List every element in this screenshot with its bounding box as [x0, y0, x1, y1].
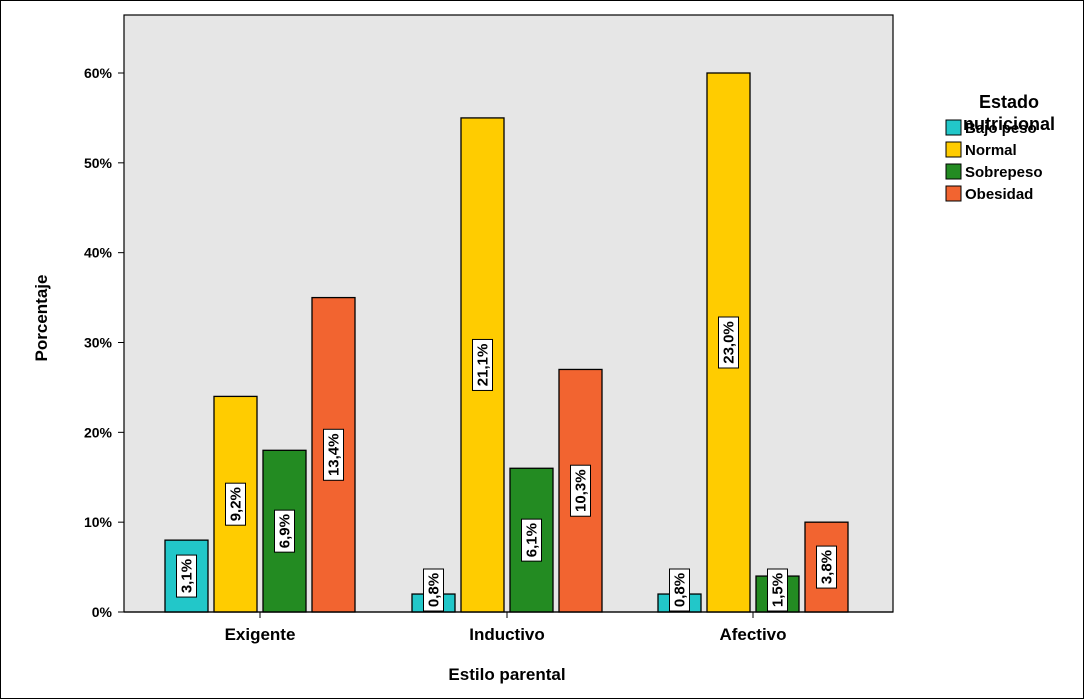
legend-item-label: Normal	[965, 142, 1017, 159]
y-axis-title: Porcentaje	[32, 275, 51, 362]
data-label: 3,8%	[816, 545, 837, 589]
x-tick-label: Exigente	[225, 625, 296, 644]
data-label: 10,3%	[570, 464, 591, 517]
data-label: 9,2%	[225, 482, 246, 526]
data-label-text: 9,2%	[228, 487, 245, 521]
data-label-box	[225, 482, 246, 526]
data-label-box	[816, 545, 837, 589]
data-label-box	[767, 568, 788, 612]
legend-swatch	[945, 119, 962, 136]
x-tick-label: Afectivo	[719, 625, 786, 644]
data-label-box	[570, 464, 591, 517]
legend-swatch	[945, 185, 962, 202]
legend-swatch	[945, 163, 962, 180]
data-label: 0,8%	[669, 568, 690, 612]
data-label-box	[669, 568, 690, 612]
data-label-text: 6,1%	[524, 523, 541, 557]
data-label-box	[323, 428, 344, 481]
data-label-box	[176, 554, 197, 598]
data-label-text: 0,8%	[426, 573, 443, 607]
data-label: 21,1%	[472, 338, 493, 391]
y-tick-label: 60%	[84, 65, 113, 81]
data-label-text: 0,8%	[672, 573, 689, 607]
data-label-text: 1,5%	[770, 573, 787, 607]
data-label-box	[718, 316, 739, 369]
y-tick-label: 0%	[92, 604, 113, 620]
data-label: 6,9%	[274, 509, 295, 553]
data-label-text: 21,1%	[475, 344, 492, 387]
data-label: 13,4%	[323, 428, 344, 481]
x-tick-label: Inductivo	[469, 625, 545, 644]
y-tick-label: 10%	[84, 514, 113, 530]
data-label: 1,5%	[767, 568, 788, 612]
data-label-box	[274, 509, 295, 553]
y-tick-label: 40%	[84, 245, 113, 261]
data-label-box	[423, 568, 444, 612]
data-label: 6,1%	[521, 518, 542, 562]
data-label: 0,8%	[423, 568, 444, 612]
data-label-text: 10,3%	[573, 469, 590, 512]
legend-item-label: Bajo peso	[965, 120, 1037, 137]
x-axis-title: Estilo parental	[448, 665, 565, 684]
legend-item-label: Obesidad	[965, 186, 1033, 203]
data-label-text: 23,0%	[721, 321, 738, 364]
legend-title-line-1: Estado	[979, 92, 1039, 112]
legend-title-line-2: nutricional	[963, 114, 1055, 134]
data-label: 3,1%	[176, 554, 197, 598]
data-label-text: 6,9%	[277, 514, 294, 548]
legend: Estado nutricional Bajo peso Normal Sobrep…	[945, 92, 1055, 203]
legend-swatch	[945, 141, 962, 158]
data-label-box	[472, 338, 493, 391]
y-tick-label: 50%	[84, 155, 113, 171]
legend-item-label: Sobrepeso	[965, 164, 1043, 181]
data-label-text: 3,8%	[819, 550, 836, 584]
data-label-text: 13,4%	[326, 434, 343, 477]
data-label-text: 3,1%	[179, 559, 196, 593]
y-tick-label: 30%	[84, 335, 113, 351]
data-label: 23,0%	[718, 316, 739, 369]
data-label-box	[521, 518, 542, 562]
y-tick-label: 20%	[84, 424, 113, 440]
plot-area: 0% 10% 20% 30% 40% 50% 60% Exigente 3,1% 9,2% 6,9%…	[84, 14, 894, 644]
